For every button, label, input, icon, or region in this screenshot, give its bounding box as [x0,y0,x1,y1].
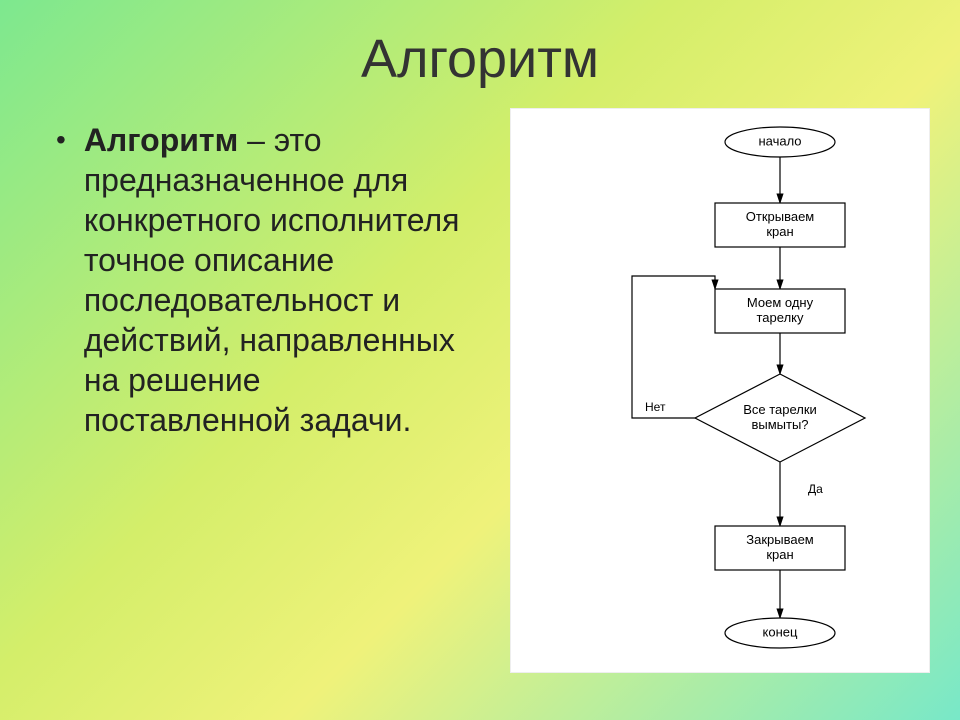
flow-node-end: конец [725,618,835,648]
flow-node-label: конец [763,624,798,639]
flow-node-label: Моем одну [747,295,814,310]
flow-node-check: Все тарелкивымыты? [695,374,865,462]
definition-term: Алгоритм [84,122,238,158]
flow-node-label: кран [766,547,793,562]
definition-panel: • Алгоритм – это предназначенное для кон… [0,108,470,440]
flow-edge-label: Нет [645,400,666,414]
flow-node-close: Закрываемкран [715,526,845,570]
flow-edge [632,276,715,418]
content-row: • Алгоритм – это предназначенное для кон… [0,108,960,440]
flowchart: ДаНетначалоОткрываемкранМоем однутарелку… [510,108,930,673]
flow-edge-label: Да [808,482,823,496]
flow-node-label: кран [766,224,793,239]
page-title: Алгоритм [0,0,960,108]
definition-bullet: • Алгоритм – это предназначенное для кон… [56,120,470,440]
flow-node-label: тарелку [757,310,804,325]
flow-node-label: Закрываем [746,532,814,547]
flow-node-label: Открываем [746,209,815,224]
flow-node-open: Открываемкран [715,203,845,247]
flow-node-label: Все тарелки [743,402,817,417]
flow-node-label: начало [758,133,801,148]
flow-node-label: вымыты? [751,417,808,432]
bullet-dot: • [56,120,84,160]
flow-node-start: начало [725,127,835,157]
definition-body: – это предназначенное для конкретного ис… [84,122,460,438]
flow-node-wash: Моем однутарелку [715,289,845,333]
definition-text: Алгоритм – это предназначенное для конкр… [84,120,470,440]
flowchart-panel: ДаНетначалоОткрываемкранМоем однутарелку… [470,108,960,440]
